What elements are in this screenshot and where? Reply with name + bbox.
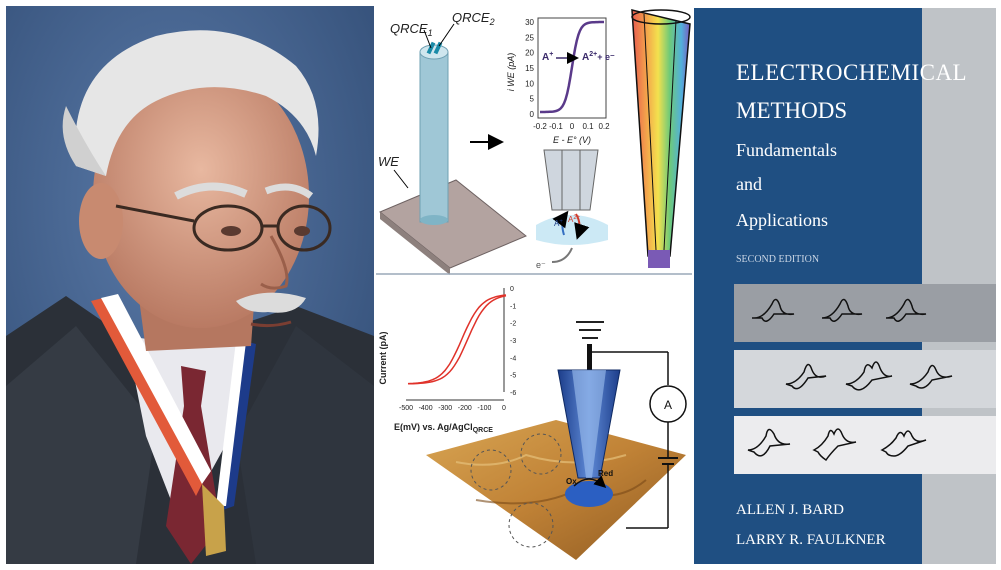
sigmoid-chart: 30 25 20 15 10 5 0 -0.2 -0.1 0 0.1 0.2 i WE (pA) E… (506, 17, 615, 145)
book-author-2: LARRY R. FAULKNER (736, 532, 886, 548)
sigmoid-curve (540, 20, 604, 114)
cv-ylabel: Current (pA) (378, 332, 388, 385)
sigmoid-y-tick: 30 (525, 18, 534, 27)
book-author-1: ALLEN J. BARD (736, 502, 844, 518)
cv-y-tick: -6 (510, 390, 516, 397)
sigmoid-x-tick: 0 (570, 122, 575, 131)
cv-y-tick: -1 (510, 303, 516, 310)
portrait-photo (6, 6, 374, 564)
reaction-product: A (582, 52, 589, 63)
svg-text:A2+: A2+ (568, 215, 581, 224)
cv-x-tick: -200 (458, 405, 472, 412)
cv-band-1 (734, 284, 996, 342)
portrait-illustration (6, 6, 374, 564)
qrce2-label: QRCE (452, 10, 490, 25)
cv-y-tick: 0 (510, 286, 514, 293)
cv-chart: 0 -1 -2 -3 -4 -5 -6 -500 -400 -300 -200 -100 0 Curr… (378, 286, 516, 434)
reaction-reactant: A (542, 52, 549, 63)
surface-circuit-diagram (426, 321, 687, 560)
sigmoid-ylabel: i WE (pA) (506, 53, 516, 92)
sigmoid-axes (537, 17, 607, 119)
reaction-product-charge: 2+ (589, 51, 597, 58)
sigmoid-y-tick: 25 (525, 33, 534, 42)
svg-text:QRCE2: QRCE2 (452, 10, 495, 27)
book-title-line1: ELECTROCHEMICAL (736, 60, 968, 85)
sigmoid-x-ticks: -0.2 -0.1 0 0.1 0.2 (533, 122, 610, 131)
research-figure-collage: QRCE1 QRCE2 WE 30 25 20 15 10 5 0 -0.2 -0.1 0 0.1… (376, 0, 692, 570)
cv-xlabel: E(mV) vs. Ag/AgCl (394, 422, 473, 432)
cv-band-2 (734, 350, 996, 408)
book-edition: SECOND EDITION (736, 254, 820, 265)
svg-text:E(mV) vs. Ag/AgClQRCE: E(mV) vs. Ag/AgClQRCE (394, 422, 493, 434)
sigmoid-x-tick: 0.1 (582, 122, 594, 131)
we-label: WE (378, 154, 399, 169)
inset-a-plus: A (554, 219, 560, 228)
cv-x-ticks: -500 -400 -300 -200 -100 0 (399, 405, 506, 412)
reaction-tail: + e⁻ (597, 52, 615, 62)
qrce1-label: QRCE (390, 21, 428, 36)
reaction-reactant-charge: + (549, 51, 553, 58)
inset-a-2plus: A (568, 215, 574, 224)
cv-x-tick: -500 (399, 405, 413, 412)
qrce1-subscript: 1 (428, 28, 433, 38)
sigmoid-x-tick: -0.2 (533, 122, 547, 131)
sigmoid-y-tick: 0 (530, 110, 535, 119)
cv-x-tick: -100 (477, 405, 491, 412)
svg-text:QRCE1: QRCE1 (390, 21, 433, 38)
rainbow-cone-model (631, 9, 691, 268)
sigmoid-y-tick: 15 (525, 64, 534, 73)
sigmoid-x-tick: -0.1 (549, 122, 563, 131)
book-subtitle-line2: and (736, 174, 762, 194)
tip-inset (536, 149, 608, 263)
cv-x-tick: -300 (438, 405, 452, 412)
cv-forward-scan (407, 294, 507, 385)
cv-y-ticks: 0 -1 -2 -3 -4 -5 -6 (510, 286, 516, 397)
inset-electron: e⁻ (536, 260, 546, 270)
cv-xlabel-subscript: QRCE (473, 427, 494, 434)
sigmoid-y-tick: 20 (525, 49, 534, 58)
inset-a-2plus-charge: 2+ (573, 215, 580, 221)
sigmoid-y-ticks: 30 25 20 15 10 5 0 (525, 18, 534, 119)
svg-text:A+: A+ (554, 219, 563, 228)
sigmoid-y-tick: 10 (525, 79, 534, 88)
cv-x-tick: -400 (419, 405, 433, 412)
cv-y-tick: -2 (510, 321, 516, 328)
cv-y-tick: -4 (510, 355, 516, 362)
qrce2-subscript: 2 (489, 17, 495, 27)
red-label: Red (598, 469, 613, 478)
sigmoid-x-tick: 0.2 (598, 122, 610, 131)
book-subtitle-line1: Fundamentals (736, 140, 837, 160)
cv-y-tick: -5 (510, 373, 516, 380)
inset-a-plus-charge: + (559, 219, 563, 225)
cv-reverse-scan (407, 295, 507, 385)
sigmoid-xlabel: E - E° (V) (553, 135, 591, 145)
sigmoid-y-tick: 5 (530, 95, 535, 104)
cv-y-tick: -3 (510, 338, 516, 345)
cv-x-tick: 0 (502, 405, 506, 412)
svg-text:A2++ e⁻: A2++ e⁻ (582, 51, 615, 63)
book-title-line2: METHODS (736, 98, 848, 123)
probe-schematic (379, 23, 527, 275)
ox-label: Ox (566, 477, 577, 486)
svg-text:A+: A+ (542, 51, 553, 63)
book-subtitle-line3: Applications (736, 210, 828, 230)
ammeter-label: A (664, 398, 672, 412)
book-cover: ELECTROCHEMICAL METHODS Fundamentals and… (694, 8, 996, 564)
cv-band-3 (734, 416, 996, 474)
